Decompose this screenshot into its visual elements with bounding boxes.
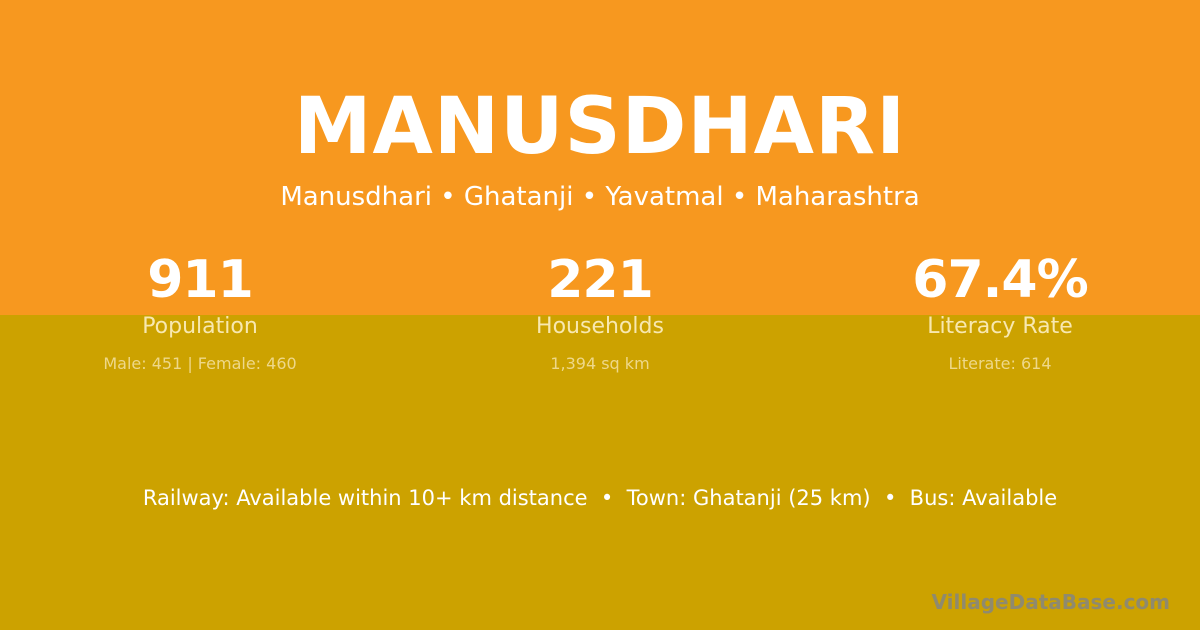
stat-value: 911 (147, 250, 254, 310)
stat-label: Population (142, 314, 258, 339)
stat-label: Households (536, 314, 664, 339)
stat-detail: Literate: 614 (948, 354, 1052, 373)
header-band (0, 0, 1200, 315)
watermark-logo: VillageDataBase.com (931, 590, 1170, 614)
stat-value: 221 (547, 250, 654, 310)
stat-value: 67.4% (912, 250, 1088, 310)
village-title: MANUSDHARI (293, 82, 907, 172)
location-breadcrumb: Manusdhari • Ghatanji • Yavatmal • Mahar… (280, 182, 920, 212)
facilities-summary: Railway: Available within 10+ km distanc… (142, 486, 1058, 510)
stat-detail: Male: 451 | Female: 460 (103, 354, 297, 373)
lower-band (0, 315, 1200, 630)
stat-label: Literacy Rate (927, 314, 1073, 339)
stat-detail: 1,394 sq km (550, 354, 650, 373)
